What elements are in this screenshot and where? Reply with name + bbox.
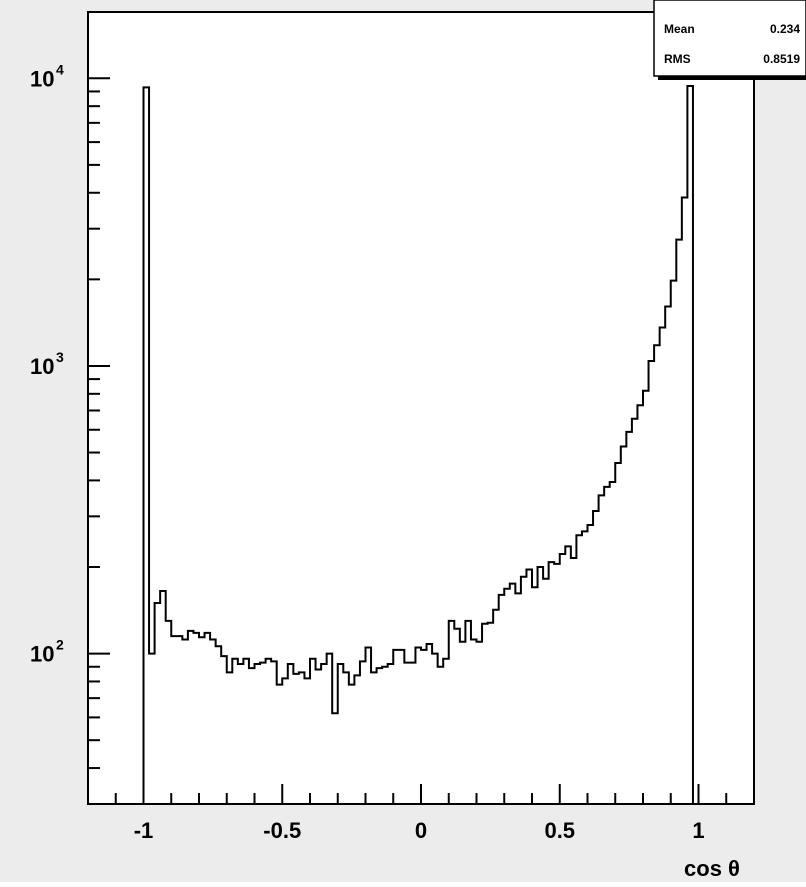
y-tick-label: 10 (30, 66, 54, 91)
x-tick-label: -1 (134, 818, 154, 843)
y-tick-label: 10 (30, 354, 54, 379)
stats-value-mean: 0.234 (770, 22, 800, 36)
stats-box: Mean 0.234 RMS 0.8519 (653, 0, 806, 80)
stats-label-mean: Mean (664, 22, 695, 36)
y-tick-exponent: 4 (56, 61, 64, 77)
x-tick-label: 1 (692, 818, 704, 843)
y-tick-exponent: 2 (56, 637, 64, 653)
x-tick-label: -0.5 (263, 818, 301, 843)
y-tick-label: 10 (30, 642, 54, 667)
x-tick-label: 0 (415, 818, 427, 843)
y-tick-exponent: 3 (56, 349, 64, 365)
x-tick-label: 0.5 (544, 818, 575, 843)
plot-area (87, 11, 755, 805)
stats-box-shadow (658, 76, 806, 80)
x-axis-title: cos θ (684, 856, 740, 881)
stats-label-rms: RMS (664, 52, 691, 66)
stats-value-rms: 0.8519 (763, 52, 800, 66)
histogram-series (142, 85, 699, 805)
